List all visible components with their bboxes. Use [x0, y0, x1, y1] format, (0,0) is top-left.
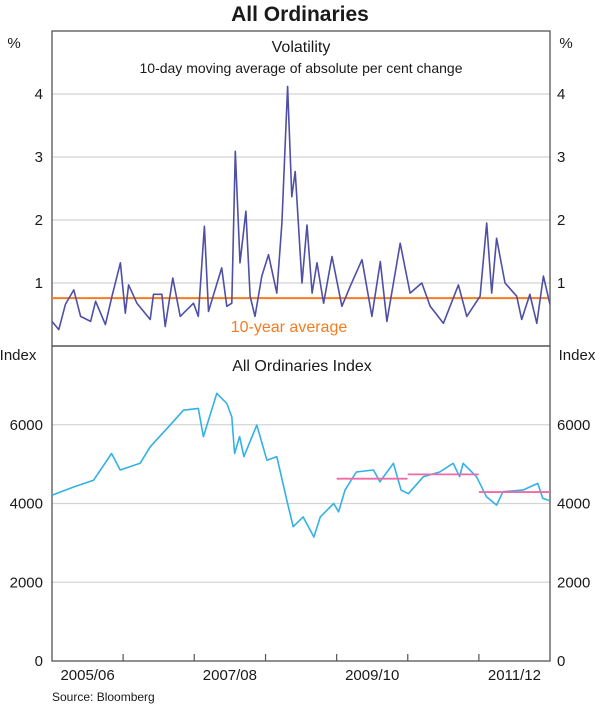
x-tick-label: 2007/08 [203, 667, 257, 684]
reference-line-label: 10-year average [231, 319, 348, 336]
top-panel-subtitle: 10-day moving average of absolute per ce… [140, 60, 463, 76]
chart-title: All Ordinaries [231, 3, 369, 26]
y-tick-label-right: 3 [557, 149, 565, 166]
y-tick-label-right: 6000 [557, 417, 590, 434]
volatility-panel: 1 1 2 2 3 3 4 4 [35, 30, 565, 347]
y-tick-label-right: 4000 [557, 496, 590, 513]
y-tick-label-left: 4000 [10, 496, 43, 513]
y-tick-label-left: 2000 [10, 574, 43, 591]
y-tick-label-right: 1 [557, 275, 565, 292]
x-tick-label: 2011/12 [488, 667, 541, 684]
bottom-panel-title: All Ordinaries Index [232, 358, 372, 375]
x-tick-label: 2005/06 [60, 667, 114, 684]
volatility-series-line [51, 85, 551, 331]
x-tick-label: 2009/10 [345, 667, 399, 684]
source-note: Source: Bloomberg [52, 690, 155, 704]
panel-frame [51, 345, 551, 662]
index-panel: 0 0 2000 2000 4000 4000 6000 6000 2005/06 2007/08… [10, 345, 590, 684]
top-panel-title: Volatility [272, 39, 331, 56]
right-y-unit-bottom: Index [559, 347, 596, 364]
left-y-unit-top: % [7, 35, 20, 52]
y-tick-label-right: 2000 [557, 574, 590, 591]
y-tick-label-left: 0 [35, 653, 43, 670]
y-tick-label-right: 0 [557, 653, 565, 670]
y-tick-label-right: 4 [557, 86, 565, 103]
y-tick-label-left: 3 [35, 149, 43, 166]
left-y-unit-bottom: Index [0, 347, 37, 364]
right-y-unit-top: % [559, 35, 572, 52]
y-tick-label-right: 2 [557, 212, 565, 229]
y-tick-label-left: 6000 [10, 417, 43, 434]
index-series-line [51, 392, 551, 538]
y-tick-label-left: 1 [35, 275, 43, 292]
y-tick-label-left: 2 [35, 212, 43, 229]
y-tick-label-left: 4 [35, 86, 43, 103]
